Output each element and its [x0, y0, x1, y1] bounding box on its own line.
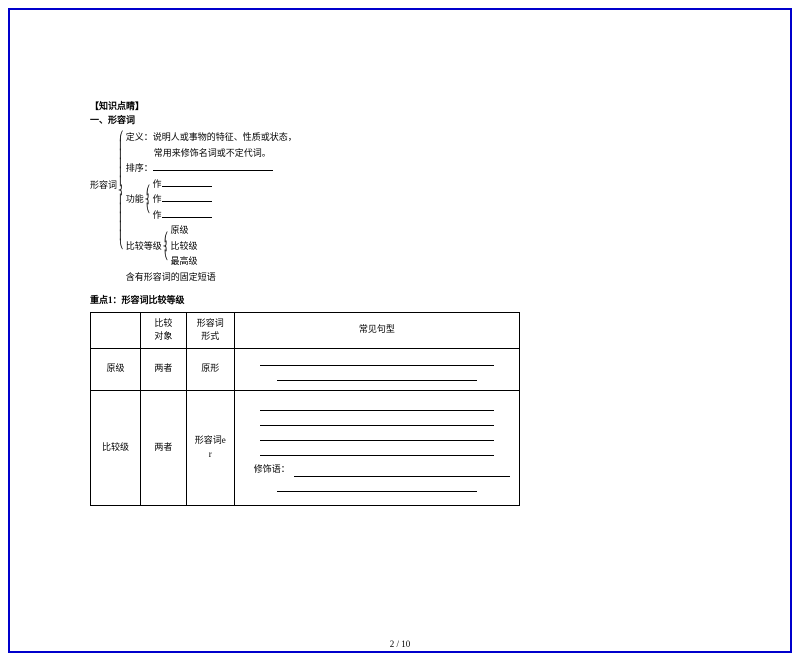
func-item: 作 — [153, 178, 212, 192]
header-pattern: 常见句型 — [234, 312, 519, 348]
cell-r1c3: 原形 — [186, 348, 234, 390]
table-row: 比较级 两者 形容词e r 修饰语： — [91, 390, 520, 505]
h-c2b: 对象 — [144, 330, 183, 344]
blank-line — [277, 373, 477, 381]
table-row: 比较 对象 形容词 形式 常见句型 — [91, 312, 520, 348]
func-text: 作 — [153, 210, 162, 220]
header-form: 形容词 形式 — [186, 312, 234, 348]
blank-line — [260, 433, 494, 441]
outline-root: 形容词 — [90, 131, 117, 193]
outline-def: 定义：说明人或事物的特征、性质或状态， — [126, 131, 297, 145]
cell-r2c3: 形容词e r — [186, 390, 234, 505]
blank-line — [153, 162, 273, 171]
cmp1: 原级 — [171, 224, 198, 238]
def-label: 定义： — [126, 132, 153, 142]
cell-r2c1: 比较级 — [91, 390, 141, 505]
h-c3a: 形容词 — [190, 317, 231, 331]
func-text: 作 — [153, 179, 162, 189]
blank-line — [162, 209, 212, 218]
table-row: 原级 两者 原形 — [91, 348, 520, 390]
outline-phrase: 含有形容词的固定短语 — [126, 271, 297, 285]
brace-icon: ⎛⎜⎜⎜⎜⎜⎨⎜⎜⎜⎜⎜⎝ — [118, 131, 125, 249]
blank-line — [260, 403, 494, 411]
outline-block: 形容词 ⎛⎜⎜⎜⎜⎜⎨⎜⎜⎜⎜⎜⎝ 定义：说明人或事物的特征、性质或状态， 常用… — [90, 131, 520, 284]
r2c3a: 形容词e — [190, 434, 231, 448]
brace-icon: ⎛⎨⎝ — [163, 227, 170, 265]
brace-icon: ⎛⎨⎝ — [145, 181, 152, 219]
heading-section1: 一、形容词 — [90, 114, 520, 128]
def-line2: 常用来修饰名词或不定代词。 — [126, 147, 297, 161]
func-item: 作 — [153, 193, 212, 207]
r2c3b: r — [190, 448, 231, 462]
blank-line — [260, 358, 494, 366]
cmp-label: 比较等级 — [126, 240, 162, 254]
comparison-table: 比较 对象 形容词 形式 常见句型 原级 两者 原形 — [90, 312, 520, 506]
cell-r2c2: 两者 — [140, 390, 186, 505]
func-label: 功能 — [126, 193, 144, 207]
blank-line — [162, 193, 212, 202]
heading-emphasis1: 重点1：形容词比较等级 — [90, 294, 520, 308]
header-compare: 比较 对象 — [140, 312, 186, 348]
blank-line — [260, 448, 494, 456]
func-text: 作 — [153, 194, 162, 204]
heading-points: 【知识点睛】 — [90, 100, 520, 114]
cmp2: 比较级 — [171, 240, 198, 254]
cell-r1c1: 原级 — [91, 348, 141, 390]
page-number: 2 / 10 — [0, 639, 800, 649]
order-label: 排序： — [126, 163, 153, 173]
cell-r1c4 — [234, 348, 519, 390]
modifier-row: 修饰语： — [244, 463, 510, 477]
cmp3: 最高级 — [171, 255, 198, 269]
cell-r1c2: 两者 — [140, 348, 186, 390]
table-section: 重点1：形容词比较等级 比较 对象 形容词 形式 常见句型 原级 两者 — [90, 294, 520, 506]
header-empty — [91, 312, 141, 348]
blank-line — [294, 469, 510, 477]
modifier-label: 修饰语： — [254, 463, 290, 477]
blank-line — [277, 484, 477, 492]
document-content: 【知识点睛】 一、形容词 形容词 ⎛⎜⎜⎜⎜⎜⎨⎜⎜⎜⎜⎜⎝ 定义：说明人或事物… — [90, 100, 520, 506]
h-c2a: 比较 — [144, 317, 183, 331]
func-item: 作 — [153, 209, 212, 223]
h-c3b: 形式 — [190, 330, 231, 344]
outline-order: 排序： — [126, 162, 297, 176]
blank-line — [260, 418, 494, 426]
cell-r2c4: 修饰语： — [234, 390, 519, 505]
def-line1: 说明人或事物的特征、性质或状态， — [153, 132, 297, 142]
blank-line — [162, 178, 212, 187]
